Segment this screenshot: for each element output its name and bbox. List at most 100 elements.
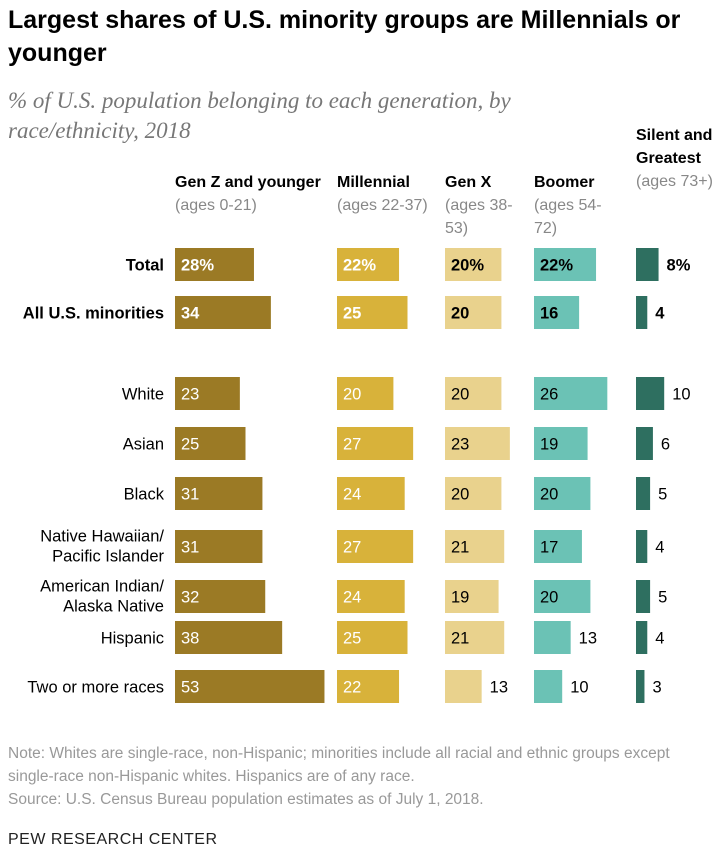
data-label: 34 bbox=[181, 305, 200, 323]
bar bbox=[445, 427, 510, 460]
footer-brand: PEW RESEARCH CENTER bbox=[8, 831, 218, 848]
data-label: 19 bbox=[451, 589, 469, 607]
column-name-genx: Gen X bbox=[445, 174, 492, 191]
data-label: 20 bbox=[343, 386, 361, 404]
bar bbox=[636, 477, 651, 510]
bar bbox=[636, 621, 648, 654]
row-label: Black bbox=[124, 486, 165, 504]
column-header-genz: Gen Z and younger (ages 0-21) bbox=[175, 171, 325, 217]
data-label: 13 bbox=[490, 679, 508, 697]
bar bbox=[445, 530, 505, 563]
bar bbox=[445, 580, 499, 613]
data-label: 38 bbox=[181, 630, 199, 648]
bar bbox=[337, 248, 400, 281]
data-label: 25 bbox=[181, 436, 199, 454]
bar bbox=[636, 427, 653, 460]
bar bbox=[175, 296, 271, 329]
chart-title: Largest shares of U.S. minority groups a… bbox=[8, 6, 681, 67]
data-label: 13 bbox=[579, 630, 597, 648]
bar bbox=[337, 670, 400, 703]
bar bbox=[337, 621, 408, 654]
bar bbox=[445, 621, 505, 654]
row-label: White bbox=[122, 386, 164, 404]
column-ages-genx: (ages 38-53) bbox=[445, 197, 513, 237]
bar bbox=[445, 670, 482, 703]
data-label: 25 bbox=[343, 305, 361, 323]
data-label: 53 bbox=[181, 679, 199, 697]
column-header-millennial: Millennial (ages 22-37) bbox=[337, 171, 437, 217]
bar bbox=[337, 296, 408, 329]
bar bbox=[636, 530, 648, 563]
data-label: 24 bbox=[343, 589, 361, 607]
bar bbox=[175, 621, 283, 654]
bar bbox=[175, 530, 263, 563]
data-label: 5 bbox=[658, 486, 667, 504]
column-header-silent: Silent and Greatest (ages 73+) bbox=[636, 124, 718, 193]
data-label: 25 bbox=[343, 630, 361, 648]
data-label: 20% bbox=[451, 257, 484, 275]
data-label: 31 bbox=[181, 486, 199, 504]
row-label: Total bbox=[126, 257, 164, 275]
bar bbox=[534, 296, 580, 329]
data-label: 24 bbox=[343, 486, 361, 504]
row-label: American Indian/Alaska Native bbox=[40, 578, 164, 616]
bar bbox=[534, 377, 608, 410]
bar bbox=[175, 427, 246, 460]
column-ages-silent: (ages 73+) bbox=[636, 173, 713, 190]
column-ages-genz: (ages 0-21) bbox=[175, 197, 257, 214]
column-header-genx: Gen X (ages 38-53) bbox=[445, 171, 515, 240]
data-label: 10 bbox=[672, 386, 690, 404]
bar bbox=[445, 377, 502, 410]
chart-subtitle: % of U.S. population belonging to each g… bbox=[8, 88, 511, 143]
data-label: 20 bbox=[451, 386, 469, 404]
data-label: 21 bbox=[451, 539, 469, 557]
data-label: 22% bbox=[540, 257, 573, 275]
column-name-boomer: Boomer bbox=[534, 174, 595, 191]
bar bbox=[175, 477, 263, 510]
data-label: 20 bbox=[451, 305, 469, 323]
data-label: 23 bbox=[451, 436, 469, 454]
column-ages-boomer: (ages 54-72) bbox=[534, 197, 602, 237]
bar bbox=[337, 580, 405, 613]
data-label: 22 bbox=[343, 679, 361, 697]
data-label: 21 bbox=[451, 630, 469, 648]
data-label: 31 bbox=[181, 539, 199, 557]
bar bbox=[175, 580, 266, 613]
data-label: 20 bbox=[540, 589, 558, 607]
data-label: 28% bbox=[181, 257, 214, 275]
column-name-genz: Gen Z and younger bbox=[175, 174, 321, 191]
bar bbox=[636, 248, 659, 281]
bar bbox=[534, 621, 571, 654]
data-label: 4 bbox=[655, 305, 665, 323]
row-label: Hispanic bbox=[101, 630, 164, 648]
data-label: 32 bbox=[181, 589, 199, 607]
bar bbox=[534, 477, 591, 510]
column-ages-millennial: (ages 22-37) bbox=[337, 197, 428, 214]
bar bbox=[534, 670, 563, 703]
data-label: 20 bbox=[540, 486, 558, 504]
bar bbox=[534, 248, 597, 281]
bar bbox=[337, 477, 405, 510]
bar bbox=[636, 580, 651, 613]
bar bbox=[175, 248, 254, 281]
note-text: Note: Whites are single-race, non-Hispan… bbox=[8, 745, 670, 785]
bar bbox=[445, 477, 502, 510]
data-label: 6 bbox=[661, 436, 670, 454]
data-label: 20 bbox=[451, 486, 469, 504]
bar bbox=[337, 427, 414, 460]
row-label: Asian bbox=[123, 436, 164, 454]
data-label: 4 bbox=[655, 630, 664, 648]
bar bbox=[534, 427, 588, 460]
bar bbox=[636, 296, 648, 329]
column-header-boomer: Boomer (ages 54-72) bbox=[534, 171, 614, 240]
data-label: 8% bbox=[667, 257, 691, 275]
data-label: 16 bbox=[540, 305, 558, 323]
data-label: 17 bbox=[540, 539, 558, 557]
bar bbox=[175, 377, 240, 410]
row-label: Two or more races bbox=[27, 679, 164, 697]
data-label: 26 bbox=[540, 386, 558, 404]
source-text: Source: U.S. Census Bureau population es… bbox=[8, 791, 484, 808]
data-label: 23 bbox=[181, 386, 199, 404]
data-label: 19 bbox=[540, 436, 558, 454]
bar bbox=[445, 248, 502, 281]
